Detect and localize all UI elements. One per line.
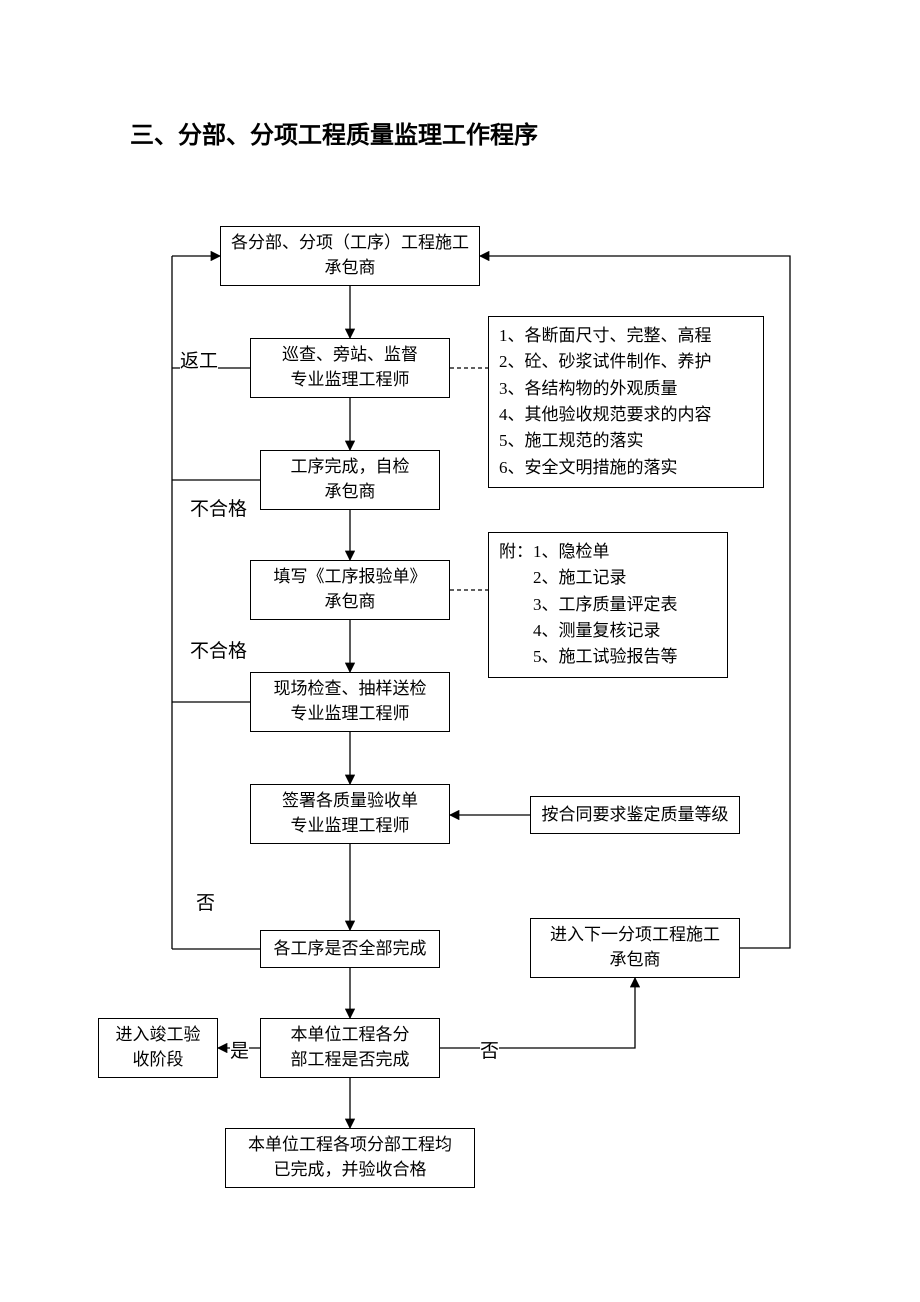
flow-node-n9: 本单位工程各项分部工程均已完成，并验收合格 [225, 1128, 475, 1188]
flow-node-n12: 进入竣工验收阶段 [98, 1018, 218, 1078]
node-line2: 承包商 [231, 256, 469, 281]
node-line2: 收阶段 [116, 1048, 201, 1073]
node-line1: 巡查、旁站、监督 [282, 343, 418, 368]
flow-node-n6: 签署各质量验收单专业监理工程师 [250, 784, 450, 844]
flow-node-n2: 巡查、旁站、监督专业监理工程师 [250, 338, 450, 398]
side-note-line: 6、安全文明措施的落实 [499, 455, 753, 481]
node-line2: 部工程是否完成 [291, 1048, 410, 1073]
edge-label-l_bhq2: 不合格 [190, 636, 247, 663]
side-note-line: 2、施工记录 [499, 565, 717, 591]
node-line1: 各分部、分项（工序）工程施工 [231, 231, 469, 256]
flow-node-n7: 各工序是否全部完成 [260, 930, 440, 968]
side-note-line: 1、各断面尺寸、完整、高程 [499, 323, 753, 349]
side-note-s1: 1、各断面尺寸、完整、高程2、砼、砂浆试件制作、养护3、各结构物的外观质量4、其… [488, 316, 764, 488]
side-note-line: 3、工序质量评定表 [499, 592, 717, 618]
flow-node-n5: 现场检查、抽样送检专业监理工程师 [250, 672, 450, 732]
node-line1: 现场检查、抽样送检 [274, 677, 427, 702]
flow-node-n3: 工序完成，自检承包商 [260, 450, 440, 510]
flow-node-n10: 按合同要求鉴定质量等级 [530, 796, 740, 834]
side-note-line: 5、施工规范的落实 [499, 428, 753, 454]
edge-label-l_fou1: 否 [196, 888, 215, 915]
edge-label-l_shi: 是 [230, 1036, 249, 1063]
flow-node-n8: 本单位工程各分部工程是否完成 [260, 1018, 440, 1078]
node-line2: 专业监理工程师 [282, 368, 418, 393]
node-line1: 签署各质量验收单 [282, 789, 418, 814]
side-note-line: 附：1、隐检单 [499, 539, 717, 565]
node-line1: 本单位工程各项分部工程均 [248, 1133, 452, 1158]
node-line2: 专业监理工程师 [282, 814, 418, 839]
edge-label-l_bhq1: 不合格 [190, 494, 247, 521]
edge-label-l_fg: 返工 [180, 346, 218, 373]
flow-node-n1: 各分部、分项（工序）工程施工承包商 [220, 226, 480, 286]
node-line1: 各工序是否全部完成 [274, 937, 427, 962]
side-note-line: 4、其他验收规范要求的内容 [499, 402, 753, 428]
side-note-line: 3、各结构物的外观质量 [499, 376, 753, 402]
flow-node-n11: 进入下一分项工程施工承包商 [530, 918, 740, 978]
node-line2: 已完成，并验收合格 [248, 1158, 452, 1183]
node-line2: 专业监理工程师 [274, 702, 427, 727]
diagram-canvas: 三、分部、分项工程质量监理工作程序 各分部、分项（工序）工程施工承包商巡查、旁站… [0, 0, 920, 1302]
connector-layer [0, 0, 920, 1302]
side-note-s2: 附：1、隐检单 2、施工记录 3、工序质量评定表 4、测量复核记录 5、施工试验… [488, 532, 728, 678]
node-line1: 填写《工序报验单》 [274, 565, 427, 590]
node-line1: 工序完成，自检 [291, 455, 410, 480]
side-note-line: 2、砼、砂浆试件制作、养护 [499, 349, 753, 375]
page-title: 三、分部、分项工程质量监理工作程序 [130, 115, 538, 150]
node-line2: 承包商 [291, 480, 410, 505]
side-note-line: 4、测量复核记录 [499, 618, 717, 644]
side-note-line: 5、施工试验报告等 [499, 644, 717, 670]
node-line1: 进入下一分项工程施工 [550, 923, 720, 948]
node-line1: 本单位工程各分 [291, 1023, 410, 1048]
node-line1: 按合同要求鉴定质量等级 [542, 803, 729, 828]
node-line1: 进入竣工验 [116, 1023, 201, 1048]
node-line2: 承包商 [274, 590, 427, 615]
node-line2: 承包商 [550, 948, 720, 973]
flow-node-n4: 填写《工序报验单》承包商 [250, 560, 450, 620]
edge-label-l_fou2: 否 [480, 1036, 499, 1063]
